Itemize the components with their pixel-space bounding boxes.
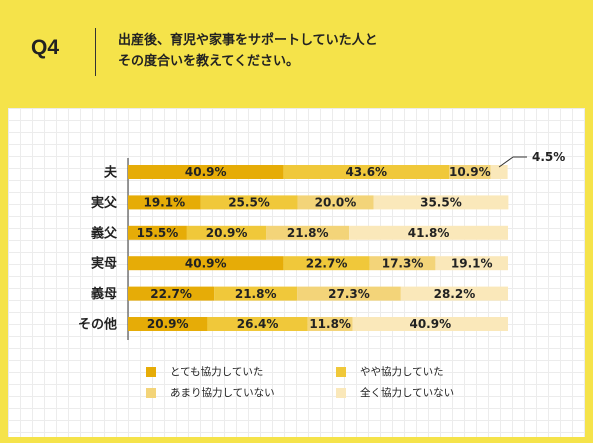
data-label: 25.5%: [228, 196, 270, 210]
data-label: 28.2%: [434, 287, 476, 301]
data-label: 10.9%: [449, 165, 491, 179]
category-label: 義母: [91, 286, 117, 302]
question-line-1: 出産後、育児や家事をサポートしていた人と: [118, 33, 378, 48]
bar-segment: [128, 225, 187, 240]
bar-segment: [435, 256, 508, 271]
data-label: 21.8%: [287, 226, 329, 240]
bar-segment: [128, 165, 284, 179]
data-label: 15.5%: [137, 226, 179, 240]
bar-segment: [128, 256, 284, 271]
bar-segment: [490, 165, 508, 179]
data-label: 22.7%: [150, 287, 192, 301]
bar-segment: [207, 317, 308, 331]
bar-segment: [307, 317, 353, 331]
bar-segment: [283, 165, 450, 179]
question-line-2: その度合いを教えてください。: [118, 54, 299, 69]
data-label: 19.1%: [143, 196, 185, 210]
bar-segment: [373, 195, 509, 210]
category-label: 義父: [91, 225, 118, 241]
bar-segment: [449, 165, 491, 179]
bar-segment: [128, 317, 208, 331]
data-label: 21.8%: [235, 287, 277, 301]
chart-card: [8, 108, 585, 437]
data-label: 4.5%: [532, 150, 565, 164]
callout-line: [498, 156, 527, 168]
data-label: 40.9%: [409, 317, 451, 331]
data-label: 11.8%: [309, 317, 351, 331]
data-label: 40.9%: [185, 256, 227, 270]
data-label: 19.1%: [451, 256, 493, 270]
data-label: 35.5%: [420, 196, 462, 210]
data-label: 20.9%: [206, 226, 248, 240]
bar-segment: [128, 195, 201, 210]
category-label: 実父: [91, 195, 118, 211]
data-label: 41.8%: [408, 226, 450, 240]
data-label: 27.3%: [328, 287, 370, 301]
data-label: 40.9%: [185, 165, 227, 179]
bar-segment: [128, 286, 215, 301]
category-label: その他: [78, 317, 117, 333]
data-label: 43.6%: [345, 165, 387, 179]
data-label: 26.4%: [237, 317, 279, 331]
data-label: 17.3%: [382, 256, 424, 270]
question-number: Q4: [31, 36, 60, 59]
data-label: 22.7%: [306, 256, 348, 270]
bar-segment: [297, 195, 374, 210]
bar-segment: [369, 256, 436, 271]
header: Q4 出産後、育児や家事をサポートしていた人と その度合いを教えてください。: [0, 0, 593, 108]
bar-segment: [352, 317, 508, 331]
bar-segment: [349, 225, 508, 240]
category-label: 夫: [104, 165, 118, 181]
bar-segment: [266, 225, 350, 240]
question-text: 出産後、育児や家事をサポートしていた人と その度合いを教えてください。: [118, 30, 378, 72]
bar-segment: [214, 286, 298, 301]
data-label: 20.0%: [315, 196, 357, 210]
bar-segment: [283, 256, 370, 271]
bar-segment: [186, 225, 267, 240]
bar-segment: [297, 286, 401, 301]
category-label: 実母: [91, 256, 117, 272]
bar-segment: [400, 286, 508, 301]
header-divider: [95, 28, 96, 76]
data-label: 20.9%: [147, 317, 189, 331]
bar-segment: [200, 195, 298, 210]
